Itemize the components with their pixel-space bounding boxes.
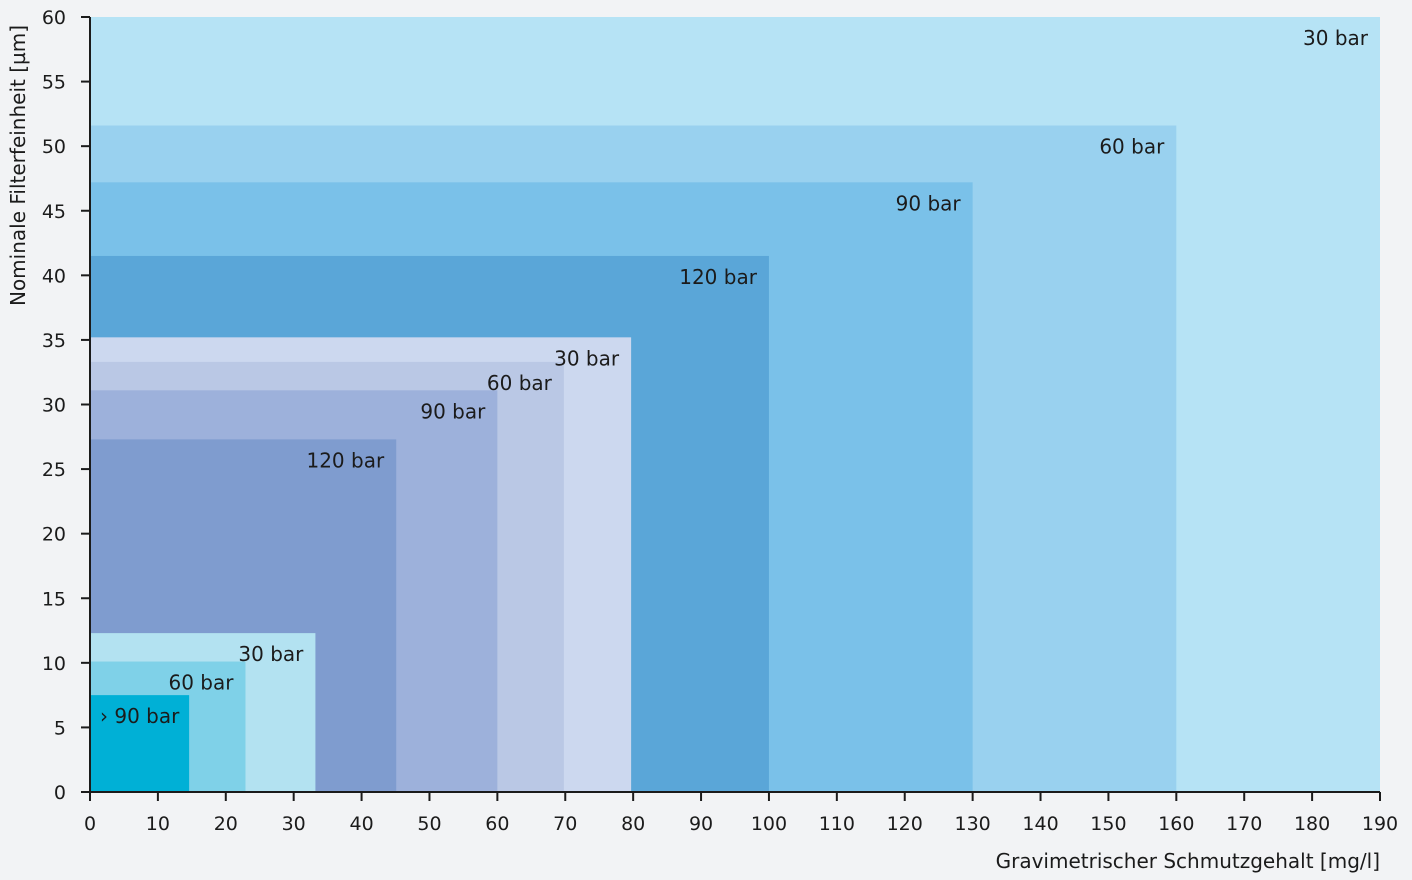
region-label: 90 bar — [896, 191, 962, 215]
region-label: 120 bar — [306, 448, 384, 472]
y-tick-label: 55 — [42, 72, 66, 94]
y-tick-label: 0 — [54, 782, 66, 804]
x-axis-title: Gravimetrischer Schmutzgehalt [mg/l] — [996, 849, 1380, 873]
x-tick-label: 190 — [1362, 813, 1398, 835]
ticks-layer: 0 10 20 30 40 50 60 70 80 90 100 110 120 130 140 150 160… — [42, 7, 1398, 835]
x-tick-label: 70 — [553, 813, 577, 835]
x-tick-label: 40 — [349, 813, 373, 835]
x-tick-label: 80 — [621, 813, 645, 835]
region-3-90-bar — [90, 695, 190, 792]
x-tick-label: 50 — [417, 813, 441, 835]
y-tick-label: 25 — [42, 459, 66, 481]
region-label: 30 bar — [554, 346, 620, 370]
y-tick-label: 40 — [42, 265, 66, 287]
region-label: 60 bar — [1099, 135, 1165, 159]
region-label: 60 bar — [487, 371, 553, 395]
x-tick-label: 170 — [1226, 813, 1262, 835]
x-tick-label: 150 — [1090, 813, 1126, 835]
x-tick-label: 100 — [751, 813, 787, 835]
y-tick-label: 15 — [42, 588, 66, 610]
region-label: 60 bar — [168, 671, 234, 695]
x-tick-label: 180 — [1294, 813, 1330, 835]
x-tick-label: 90 — [689, 813, 713, 835]
x-tick-label: 60 — [485, 813, 509, 835]
region-label: 30 bar — [1303, 26, 1369, 50]
region-label: › 90 bar — [100, 704, 180, 728]
x-tick-label: 130 — [954, 813, 990, 835]
x-tick-label: 10 — [146, 813, 170, 835]
y-tick-label: 60 — [42, 7, 66, 29]
y-tick-label: 45 — [42, 201, 66, 223]
y-tick-label: 30 — [42, 395, 66, 417]
x-tick-label: 20 — [214, 813, 238, 835]
y-axis-title: Nominale Filterfeinheit [µm] — [6, 25, 30, 306]
y-tick-label: 35 — [42, 330, 66, 352]
x-tick-label: 160 — [1158, 813, 1194, 835]
x-tick-label: 110 — [819, 813, 855, 835]
y-tick-label: 20 — [42, 524, 66, 546]
regions-layer — [90, 17, 1380, 793]
region-label: 30 bar — [238, 642, 304, 666]
y-tick-label: 5 — [54, 717, 66, 739]
x-tick-label: 120 — [887, 813, 923, 835]
region-label: 90 bar — [420, 399, 486, 423]
y-tick-label: 10 — [42, 653, 66, 675]
x-tick-label: 0 — [84, 813, 96, 835]
x-tick-label: 140 — [1022, 813, 1058, 835]
x-tick-label: 30 — [282, 813, 306, 835]
region-label: 120 bar — [679, 265, 757, 289]
y-tick-label: 50 — [42, 136, 66, 158]
